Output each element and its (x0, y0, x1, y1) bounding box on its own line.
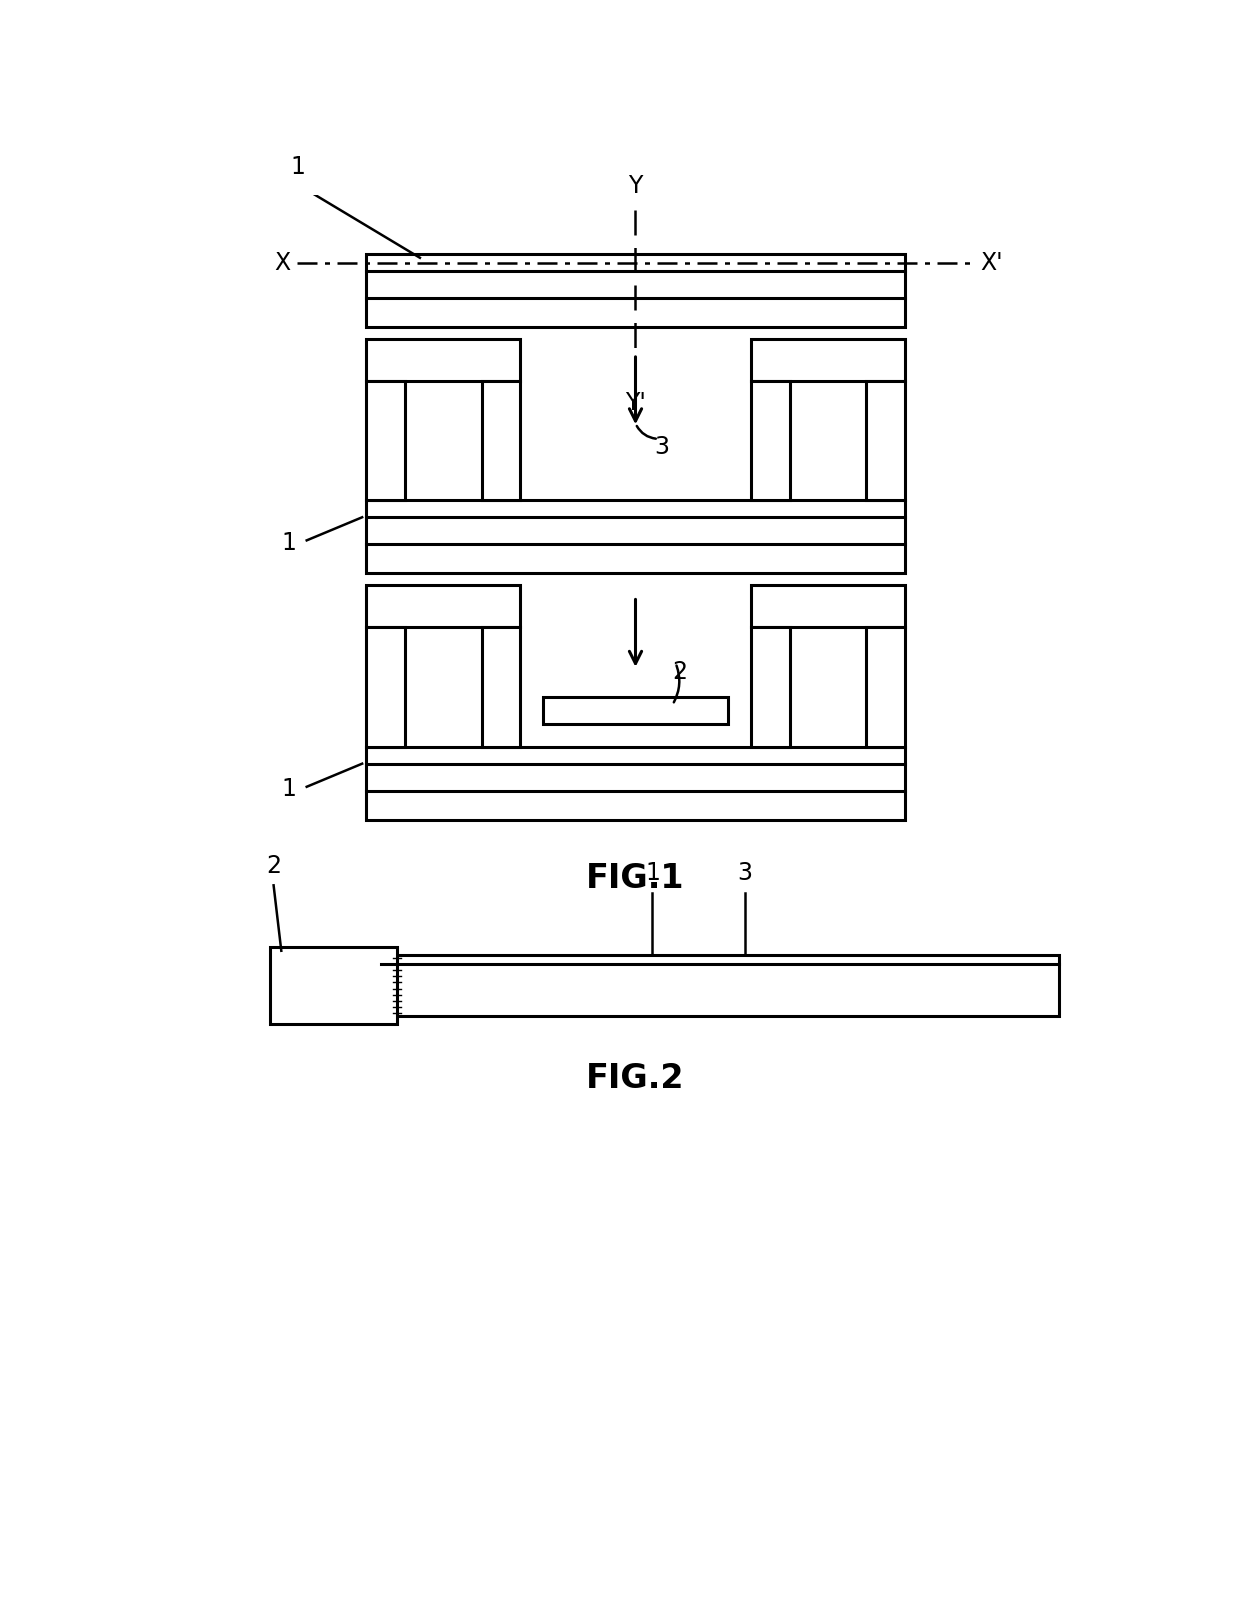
Bar (751, 381, 790, 500)
Bar (481, 628, 520, 746)
Text: 1: 1 (281, 530, 296, 555)
Bar (867, 381, 905, 500)
Text: Y': Y' (625, 391, 646, 415)
Bar (366, 381, 404, 500)
Bar (366, 586, 520, 628)
Bar (543, 697, 728, 723)
Text: 3: 3 (655, 435, 670, 459)
Bar (751, 628, 790, 746)
Bar (270, 947, 397, 1023)
Text: 2: 2 (672, 660, 687, 684)
Bar (751, 339, 905, 381)
Text: 3: 3 (738, 861, 753, 886)
Bar (867, 628, 905, 746)
Text: X': X' (981, 251, 1003, 276)
Text: 1: 1 (645, 861, 660, 886)
Bar (366, 255, 905, 328)
Bar (366, 746, 905, 819)
Text: 1: 1 (281, 777, 296, 801)
Text: FIG.1: FIG.1 (587, 863, 684, 895)
Bar (366, 500, 905, 574)
Bar (751, 586, 905, 628)
Text: 1: 1 (291, 156, 306, 180)
Bar (481, 381, 520, 500)
Bar (366, 628, 404, 746)
Bar (382, 955, 1059, 1017)
Bar (366, 339, 520, 381)
Text: Y: Y (629, 174, 642, 198)
Text: FIG.2: FIG.2 (587, 1062, 684, 1095)
Text: 2: 2 (267, 853, 281, 878)
Text: X: X (274, 251, 290, 276)
